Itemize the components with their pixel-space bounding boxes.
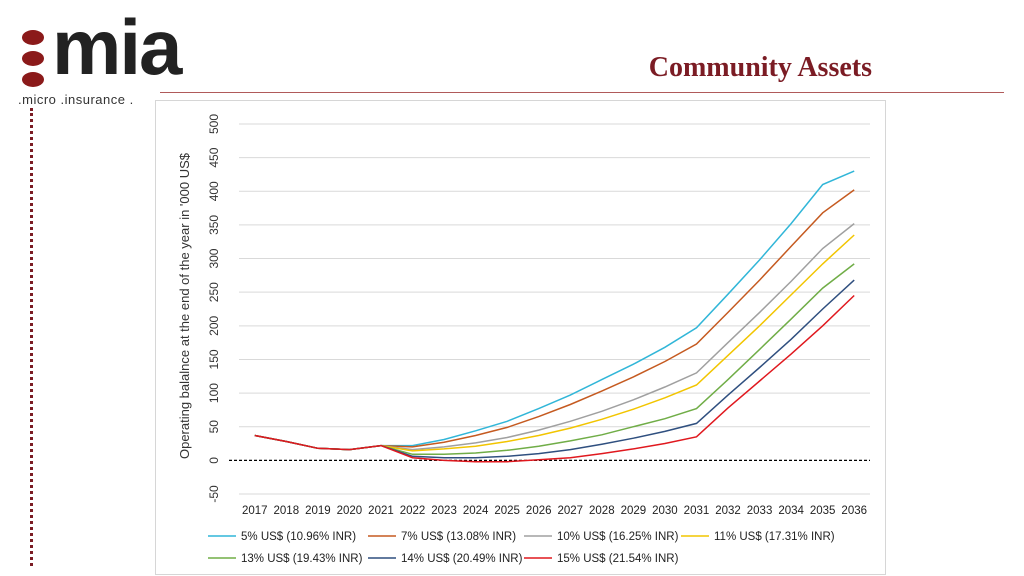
x-tick-label-2024: 2024 — [463, 505, 489, 517]
legend-label-1: 7% US$ (13.08% INR) — [401, 531, 516, 543]
legend: 5% US$ (10.96% INR) 7% US$ (13.08% INR) 10… — [208, 531, 835, 565]
x-tick-label-2023: 2023 — [431, 505, 457, 517]
x-tick-label-2018: 2018 — [274, 505, 300, 517]
y-tick-labels: -50 0 50 100 150 200 250 300 350 400 450 500 — [207, 114, 221, 503]
side-dotted-divider — [30, 108, 33, 566]
logo-wordmark: mia — [52, 3, 182, 91]
x-tick-label-2025: 2025 — [494, 505, 520, 517]
y-tick-label-150: 150 — [207, 349, 221, 369]
x-tick-label-2026: 2026 — [526, 505, 552, 517]
x-tick-label-2019: 2019 — [305, 505, 331, 517]
series-line-1 — [254, 189, 855, 451]
y-tick-label-200: 200 — [207, 315, 221, 335]
chart-frame — [155, 100, 886, 575]
logo-dot-bottom — [22, 72, 44, 87]
series-line-3 — [254, 234, 855, 452]
mia-logo: mia .micro .insurance . — [18, 8, 228, 108]
x-tick-label-2036: 2036 — [841, 505, 867, 517]
legend-label-3: 11% US$ (17.31% INR) — [714, 531, 835, 543]
series-line-0 — [254, 170, 855, 451]
x-tick-label-2032: 2032 — [715, 505, 741, 517]
series-line-6 — [254, 294, 855, 463]
legend-label-2: 10% US$ (16.25% INR) — [557, 531, 679, 543]
x-tick-label-2022: 2022 — [400, 505, 426, 517]
x-tick-label-2020: 2020 — [337, 505, 363, 517]
series-lines — [254, 170, 855, 463]
logo-dot-middle — [22, 51, 44, 66]
legend-label-0: 5% US$ (10.96% INR) — [241, 531, 356, 543]
y-tick-label-350: 350 — [207, 215, 221, 235]
y-tick-label-100: 100 — [207, 383, 221, 403]
page-title: Community Assets — [648, 52, 872, 83]
x-tick-labels: 2017 2018 2019 2020 2021 2022 2023 2024 2025 2026… — [242, 505, 867, 517]
x-tick-label-2033: 2033 — [747, 505, 773, 517]
series-line-2 — [254, 223, 855, 451]
x-tick-label-2035: 2035 — [810, 505, 836, 517]
x-tick-label-2034: 2034 — [778, 505, 804, 517]
x-tick-label-2021: 2021 — [368, 505, 394, 517]
y-tick-label-250: 250 — [207, 282, 221, 302]
x-tick-label-2029: 2029 — [621, 505, 647, 517]
x-tick-label-2028: 2028 — [589, 505, 615, 517]
x-tick-label-2027: 2027 — [557, 505, 583, 517]
x-tick-label-2031: 2031 — [684, 505, 710, 517]
y-tick-label-500: 500 — [207, 114, 221, 134]
logo-dot-top — [22, 30, 44, 45]
logo-tagline: .micro .insurance . — [18, 92, 134, 107]
x-tick-label-2017: 2017 — [242, 505, 268, 517]
y-tick-label-50: 50 — [207, 420, 221, 434]
legend-label-4: 13% US$ (19.43% INR) — [241, 553, 363, 565]
gridlines — [239, 123, 870, 495]
x-tick-label-2030: 2030 — [652, 505, 678, 517]
y-tick-label-0: 0 — [207, 457, 221, 464]
y-tick-label-400: 400 — [207, 181, 221, 201]
header-divider — [160, 92, 1004, 93]
legend-label-6: 15% US$ (21.54% INR) — [557, 553, 679, 565]
y-tick-label-450: 450 — [207, 147, 221, 167]
y-tick-label--50: -50 — [207, 485, 221, 503]
y-axis-label: Operating balalnce at the end of the yea… — [177, 152, 192, 459]
y-tick-label-300: 300 — [207, 248, 221, 268]
legend-label-5: 14% US$ (20.49% INR) — [401, 553, 523, 565]
